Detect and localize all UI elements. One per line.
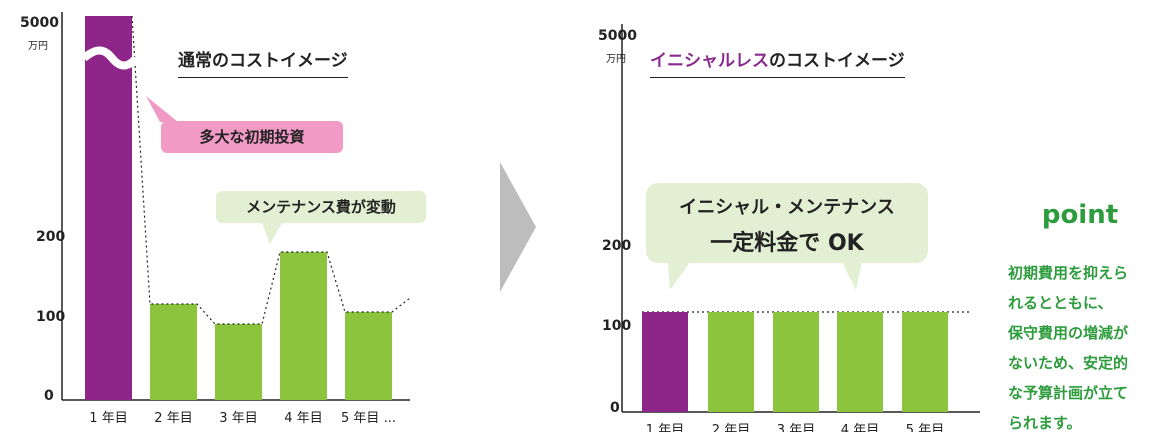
right-bar-2 (708, 312, 754, 412)
right-chart: 1 年目 2 年目 3 年目 4 年目 5 年目 (621, 24, 980, 432)
left-y-label-200: 200 (36, 229, 66, 245)
right-chart-title-rest: のコストイメージ (769, 51, 905, 71)
initial-investment-callout: 多大な初期投資 (161, 121, 343, 153)
left-x-tick-4: 4 年目 (284, 411, 322, 426)
left-y-label-0: 0 (44, 388, 54, 404)
left-y-top-label: 5000 (20, 15, 59, 31)
left-bar-5 (345, 312, 392, 400)
fixed-fee-callout-line1: イニシャル・メンテナンス (679, 197, 895, 218)
axis-break-wave (81, 46, 140, 70)
left-x-tick-2: 2 年目 (154, 411, 192, 426)
right-x-tick-4: 4 年目 (841, 423, 879, 432)
right-bar-4 (837, 312, 883, 412)
left-bar-2 (150, 304, 197, 400)
left-y-label-100: 100 (36, 309, 66, 325)
left-x-tick-3: 3 年目 (219, 411, 257, 426)
green-callout-tail (262, 223, 282, 244)
left-chart-panel: 1 年目 2 年目 3 年目 4 年目 5 年目 ... 5000 万円 200 100… (0, 0, 430, 432)
right-x-tick-1: 1 年目 (646, 423, 684, 432)
point-text: 初期費用を抑えら れるとともに、 保守費用の増減が ないため、安定的 な予算計画… (1008, 264, 1129, 432)
left-bar-1 (85, 16, 132, 400)
right-chart-title-accent: イニシャルレス (650, 51, 769, 71)
left-bar-4 (280, 252, 327, 400)
right-bar-5 (902, 312, 948, 412)
right-y-label-200: 200 (602, 238, 632, 254)
right-y-label-100: 100 (602, 318, 632, 334)
left-x-tick-5: 5 年目 ... (341, 411, 396, 426)
left-trend-line (131, 15, 411, 325)
right-x-tick-3: 3 年目 (777, 423, 815, 432)
right-y-label-0: 0 (610, 400, 620, 416)
maintenance-variable-callout: メンテナンス費が変動 (216, 191, 426, 223)
left-chart-title: 通常のコストイメージ (178, 46, 348, 78)
arrow-right-icon (500, 162, 536, 292)
left-chart: 1 年目 2 年目 3 年目 4 年目 5 年目 ... (61, 12, 411, 426)
point-title: point (1041, 200, 1119, 230)
right-bar-1 (642, 312, 688, 412)
right-chart-title: イニシャルレスのコストイメージ (650, 46, 905, 78)
right-x-tick-5: 5 年目 (906, 423, 944, 432)
right-y-unit: 万円 (606, 54, 626, 65)
left-bar-3 (215, 324, 262, 400)
fixed-fee-callout-line2: 一定料金で OK (710, 231, 864, 256)
fixed-fee-callout: イニシャル・メンテナンス 一定料金で OK (646, 183, 928, 263)
right-bar-3 (773, 312, 819, 412)
left-x-tick-1: 1 年目 (89, 411, 127, 426)
right-y-top-label: 5000 (598, 28, 637, 44)
left-y-unit: 万円 (28, 41, 48, 52)
right-x-tick-2: 2 年目 (712, 423, 750, 432)
right-chart-panel: 1 年目 2 年目 3 年目 4 年目 5 年目 5000 万円 200 100 0 イ… (570, 0, 990, 432)
pink-callout-tail (146, 96, 178, 122)
